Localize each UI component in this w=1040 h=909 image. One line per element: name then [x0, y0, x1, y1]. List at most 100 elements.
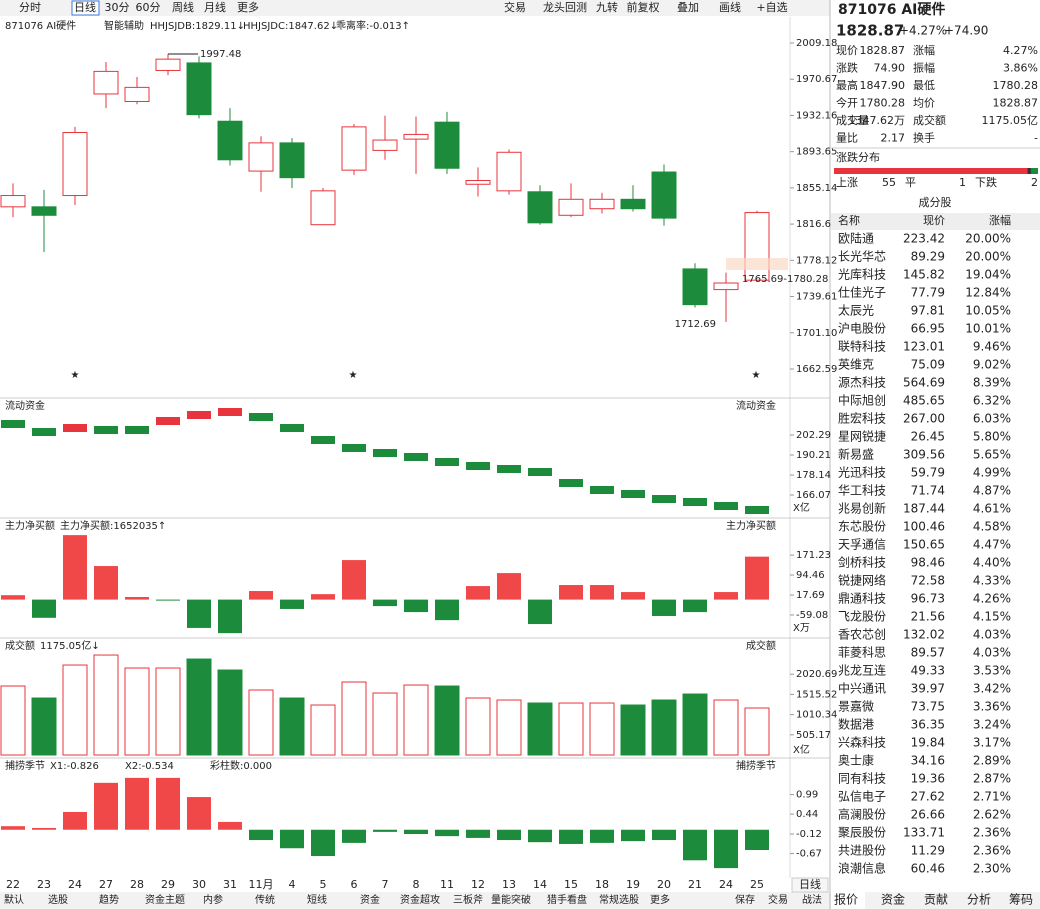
dist-label: 上涨: [836, 176, 858, 189]
stock-name[interactable]: 香农芯创: [838, 628, 886, 642]
stock-name[interactable]: 奥士康: [838, 753, 874, 768]
volume-bar: [713, 699, 739, 756]
x-tick-label: 20: [657, 878, 671, 891]
stock-name[interactable]: 兆易创新: [838, 501, 886, 516]
stock-name[interactable]: 高澜股份: [838, 807, 886, 822]
x-tick-label: 22: [6, 878, 20, 891]
volume-bar: [310, 704, 336, 756]
stock-change: 10.05%: [965, 304, 1011, 318]
bar: [621, 829, 645, 842]
stock-name[interactable]: 剑桥科技: [838, 555, 886, 570]
stock-name[interactable]: 中际旭创: [838, 393, 886, 408]
stock-name[interactable]: 新易盛: [838, 447, 874, 462]
bottom-tab[interactable]: 默认: [4, 893, 24, 906]
stock-change: 2.36%: [973, 844, 1011, 858]
toolbar-button[interactable]: 九转: [596, 0, 618, 14]
stock-name[interactable]: 太辰光: [838, 303, 874, 318]
stock-name[interactable]: 沪电股份: [838, 322, 886, 336]
bottom-tab[interactable]: 资金主题: [145, 893, 185, 906]
stock-name[interactable]: 聚辰股份: [838, 826, 886, 840]
panel-tab[interactable]: 筹码: [1009, 893, 1033, 907]
stock-name[interactable]: 星网锐捷: [838, 430, 886, 444]
stock-name[interactable]: 长光华芯: [838, 250, 886, 264]
toolbar-button[interactable]: 更多: [237, 0, 259, 14]
stock-name[interactable]: 联特科技: [838, 339, 886, 354]
bottom-tab[interactable]: 交易: [768, 893, 788, 906]
flow-bar: [125, 425, 149, 434]
bottom-tab[interactable]: 资金超攻: [400, 893, 440, 906]
panel-tab[interactable]: 分析: [967, 893, 991, 907]
toolbar-button[interactable]: 日线: [74, 0, 96, 14]
bottom-tab[interactable]: 传统: [255, 893, 275, 906]
stock-name[interactable]: 浪潮信息: [838, 861, 886, 876]
quote-value: 3.86%: [1003, 62, 1038, 75]
panel-tab[interactable]: 资金: [881, 892, 905, 907]
toolbar-button[interactable]: 分时: [19, 1, 41, 14]
stock-price: 26.45: [911, 430, 945, 444]
stock-change: 3.42%: [973, 682, 1011, 696]
stock-name[interactable]: 欧陆通: [838, 231, 874, 246]
toolbar-button[interactable]: 交易: [504, 0, 526, 14]
candle-body: [372, 139, 398, 151]
stock-name[interactable]: 同有科技: [838, 772, 886, 786]
stock-change: 2.30%: [973, 862, 1011, 876]
bottom-tab[interactable]: 保存: [735, 893, 755, 906]
stock-name[interactable]: 中兴通讯: [838, 681, 886, 696]
stock-name[interactable]: 数据港: [838, 717, 874, 732]
stock-name[interactable]: 光库科技: [838, 267, 886, 282]
stock-name[interactable]: 景嘉微: [838, 700, 874, 714]
bottom-tab[interactable]: 常规选股: [599, 893, 639, 906]
toolbar-button[interactable]: +自选: [756, 1, 787, 14]
toolbar-button[interactable]: 周线: [172, 0, 194, 14]
quote-label: 今开: [836, 96, 858, 110]
panel-tab[interactable]: 报价: [834, 892, 858, 907]
bottom-tab[interactable]: 趋势: [99, 893, 119, 906]
stock-name[interactable]: 光迅科技: [838, 466, 886, 480]
star-marker: ★: [349, 370, 358, 381]
volume-bar: [217, 669, 243, 756]
toolbar-button[interactable]: 前复权: [627, 0, 660, 14]
bottom-tab[interactable]: 短线: [307, 893, 327, 906]
bottom-tab[interactable]: 更多: [650, 893, 670, 906]
bottom-tab[interactable]: 选股: [48, 893, 68, 906]
stock-name[interactable]: 华工科技: [838, 484, 886, 498]
stock-name[interactable]: 胜宏科技: [838, 411, 886, 426]
stock-name[interactable]: 弘信电子: [838, 790, 886, 804]
stock-name[interactable]: 天孚通信: [838, 538, 886, 552]
toolbar-button[interactable]: 叠加: [677, 1, 699, 14]
stock-name[interactable]: 兴森科技: [838, 735, 886, 750]
bottom-tab[interactable]: 三板斧: [453, 893, 483, 906]
toolbar-button[interactable]: 月线: [204, 0, 226, 14]
bottom-tab[interactable]: 资金: [360, 893, 380, 906]
toolbar-button[interactable]: 60分: [136, 1, 161, 14]
stock-name[interactable]: 鼎通科技: [838, 592, 886, 606]
stock-name[interactable]: 源杰科技: [838, 376, 886, 390]
bottom-tab[interactable]: 量能突破: [491, 893, 531, 906]
stock-name[interactable]: 东芯股份: [838, 520, 886, 534]
panel-tab[interactable]: 贡献: [924, 892, 948, 907]
bar: [528, 599, 552, 625]
candle-body: [403, 133, 429, 140]
toolbar-button[interactable]: 龙头回测: [543, 1, 587, 14]
section-title: 成分股: [919, 196, 952, 209]
bar: [652, 829, 676, 841]
bar: [187, 599, 211, 628]
candle-body: [93, 70, 119, 95]
stock-name[interactable]: 飞龙股份: [838, 610, 886, 624]
bar: [63, 535, 87, 600]
candle-body: [682, 268, 708, 306]
stock-name[interactable]: 共进股份: [838, 844, 886, 858]
stock-name[interactable]: 英维克: [838, 358, 874, 372]
stock-name[interactable]: 锐捷网络: [838, 573, 886, 588]
bar: [497, 573, 521, 600]
toolbar-button[interactable]: 画线: [719, 0, 741, 14]
stock-name[interactable]: 菲菱科思: [838, 646, 886, 660]
bottom-tab[interactable]: 内参: [203, 893, 223, 906]
y-tick-label: 1970.67: [796, 74, 837, 85]
stock-name[interactable]: 兆龙互连: [838, 663, 886, 678]
bottom-tab[interactable]: 猎手看盘: [547, 893, 587, 906]
bottom-tab[interactable]: 战法: [802, 893, 822, 906]
volume-bar: [248, 689, 274, 756]
toolbar-button[interactable]: 30分: [105, 1, 130, 14]
stock-name[interactable]: 仕佳光子: [838, 286, 886, 300]
